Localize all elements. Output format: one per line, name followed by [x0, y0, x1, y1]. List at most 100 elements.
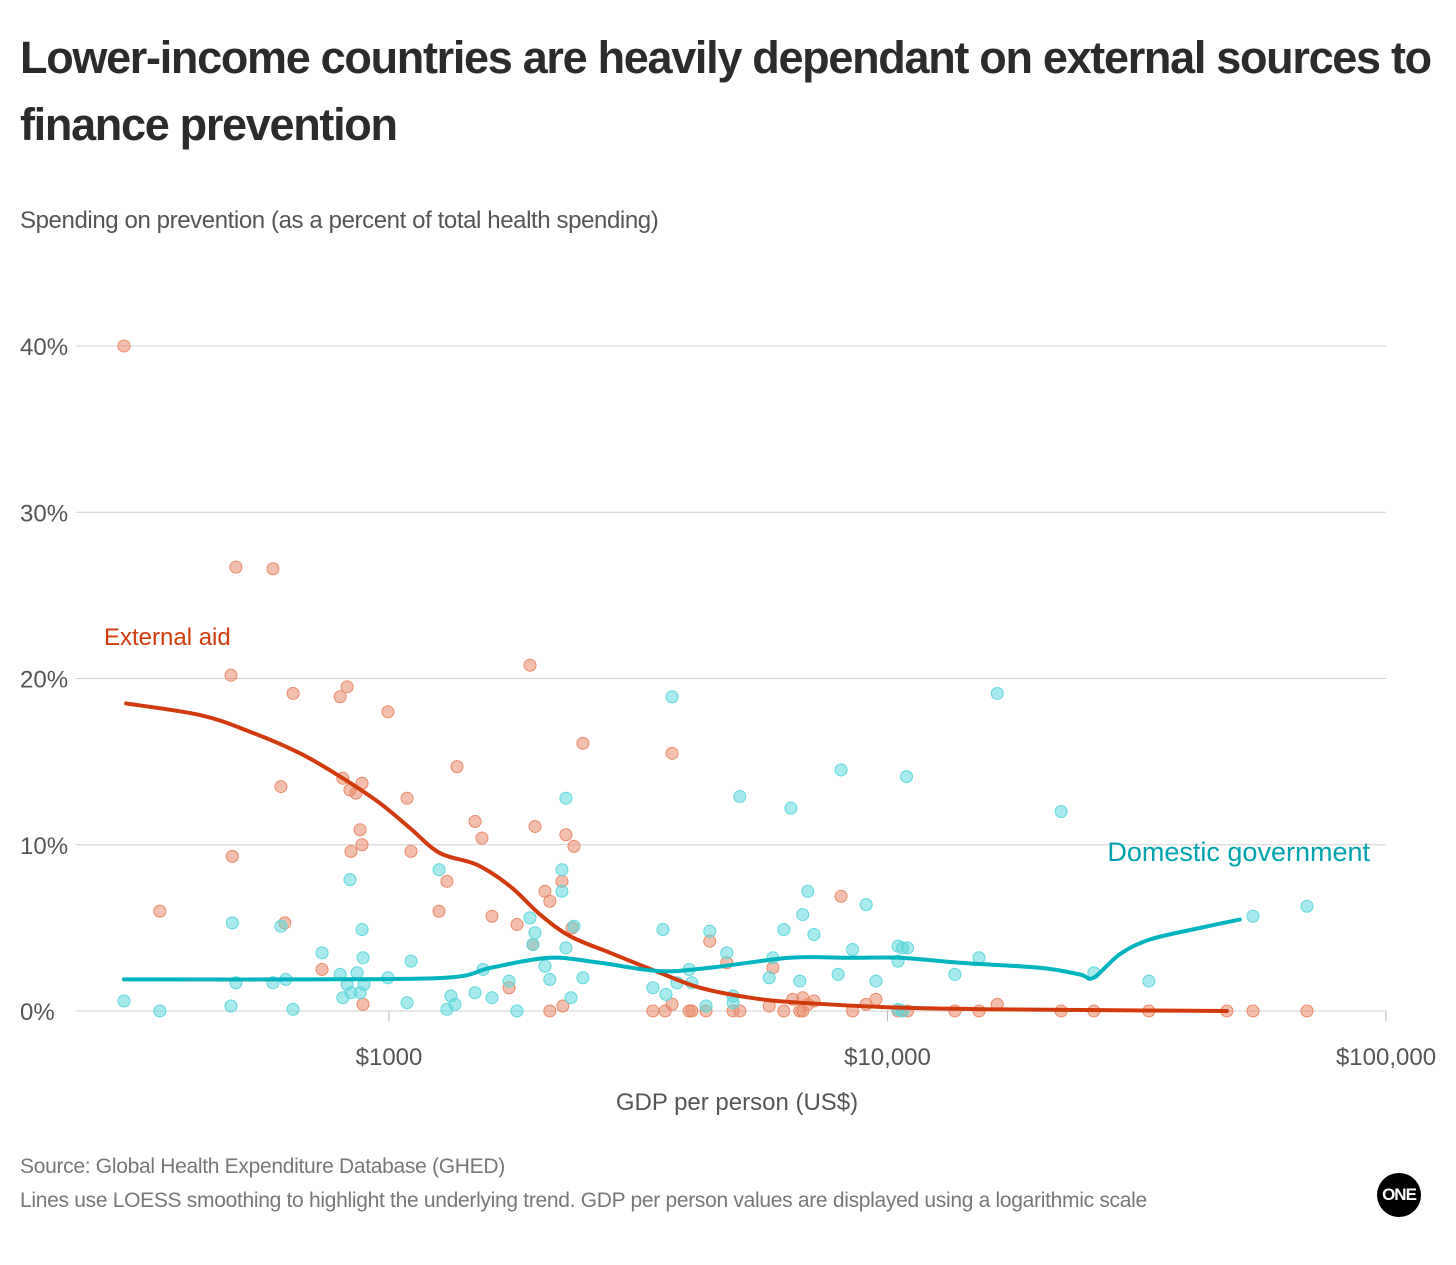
domestic-government-point — [538, 959, 552, 973]
external-aid-point — [450, 760, 464, 774]
domestic-government-point — [1300, 899, 1314, 913]
external-aid-point — [543, 894, 557, 908]
external-aid-point — [556, 999, 570, 1013]
domestic-government-point — [343, 873, 357, 887]
external-aid-point — [796, 1004, 810, 1018]
external-aid-point — [485, 909, 499, 923]
domestic-government-point — [784, 801, 798, 815]
external-aid-point — [1300, 1004, 1314, 1018]
domestic-government-point — [646, 981, 660, 995]
domestic-government-point — [1246, 909, 1260, 923]
external-aid-point — [869, 992, 883, 1006]
external-aid-point — [153, 904, 167, 918]
domestic-government-point — [733, 790, 747, 804]
x-tick-label: $1000 — [356, 1044, 423, 1071]
domestic-government-point — [528, 926, 542, 940]
domestic-government-point — [1142, 974, 1156, 988]
external-aid-point — [432, 904, 446, 918]
domestic-government-point — [807, 928, 821, 942]
domestic-government-point — [485, 991, 499, 1005]
domestic-government-point — [523, 911, 537, 925]
domestic-government-point — [468, 986, 482, 1000]
x-tick-label: $100,000 — [1336, 1044, 1436, 1071]
external-aid-point — [355, 838, 369, 852]
one-logo: ONE — [1377, 1173, 1421, 1217]
domestic-government-point — [576, 971, 590, 985]
domestic-government-point — [990, 686, 1004, 700]
domestic-government-point — [659, 987, 673, 1001]
external-aid-point — [404, 844, 418, 858]
external-aid-point — [353, 823, 367, 837]
external-aid-point — [340, 680, 354, 694]
external-aid-point — [510, 918, 524, 932]
domestic-government-point — [153, 1004, 167, 1018]
domestic-government-point — [117, 994, 131, 1008]
domestic-government-point — [355, 923, 369, 937]
external-aid-point — [834, 889, 848, 903]
scatter-chart: 0% 10% 20% 30% 40% $1000 $10,000 $100,000 GDP … — [20, 334, 1436, 1116]
domestic-government-point — [567, 919, 581, 933]
domestic-government-point — [703, 924, 717, 938]
domestic-government-point — [726, 996, 740, 1010]
domestic-government-point — [762, 971, 776, 985]
domestic-government-point — [315, 946, 329, 960]
external-aid-point — [567, 839, 581, 853]
domestic-government-point — [448, 997, 462, 1011]
domestic-government-point — [543, 972, 557, 986]
domestic-government-point — [834, 763, 848, 777]
domestic-government-point — [555, 884, 569, 898]
external-aid-point — [646, 1004, 660, 1018]
series-label-domestic-government: Domestic government — [1107, 837, 1370, 867]
domestic-government-point — [777, 923, 791, 937]
domestic-government-point — [665, 690, 679, 704]
footer: Source: Global Health Expenditure Databa… — [20, 1150, 1260, 1218]
domestic-government-point — [224, 999, 238, 1013]
domestic-government-point — [559, 791, 573, 805]
external-aid-point — [559, 828, 573, 842]
domestic-government-point — [720, 946, 734, 960]
external-aid-trend-line — [124, 701, 1229, 1013]
domestic-government-point — [901, 941, 915, 955]
external-aid-point — [381, 705, 395, 719]
domestic-government-point — [432, 863, 446, 877]
domestic-government-point — [801, 884, 815, 898]
external-aid-point — [777, 1004, 791, 1018]
series-label-external-aid: External aid — [104, 624, 231, 651]
domestic-government-point — [831, 967, 845, 981]
external-aid-point — [685, 1004, 699, 1018]
domestic-government-point — [356, 951, 370, 965]
domestic-government-point — [699, 999, 713, 1013]
domestic-government-point — [225, 916, 239, 930]
external-aid-point — [229, 560, 243, 574]
external-aid-point — [665, 746, 679, 760]
domestic-government-point — [796, 908, 810, 922]
y-tick-label: 30% — [20, 500, 68, 527]
chart-title: Lower-income countries are heavily depen… — [20, 32, 1432, 150]
domestic-government-point — [564, 991, 578, 1005]
external-aid-point — [1246, 1004, 1260, 1018]
external-aid-point — [266, 562, 280, 576]
external-aid-point — [224, 668, 238, 682]
source-note: Source: Global Health Expenditure Databa… — [20, 1155, 505, 1178]
domestic-government-point — [559, 941, 573, 955]
domestic-government-point — [846, 942, 860, 956]
domestic-government-trend-line — [121, 917, 1242, 982]
domestic-government-point — [869, 974, 883, 988]
domestic-government-point — [510, 1004, 524, 1018]
external-aid-point — [468, 814, 482, 828]
external-aid-point — [440, 874, 454, 888]
external-aid-point — [543, 1004, 557, 1018]
domestic-government-point — [859, 898, 873, 912]
external-aid-point — [274, 780, 288, 794]
domestic-government-point — [286, 1002, 300, 1016]
external-aid-point — [315, 962, 329, 976]
external-aid-point — [225, 849, 239, 863]
domestic-government-point — [793, 974, 807, 988]
domestic-government-point — [656, 923, 670, 937]
y-tick-label: 10% — [20, 833, 68, 860]
external-aid-point — [665, 997, 679, 1011]
chart-subtitle: Spending on prevention (as a percent of … — [20, 207, 659, 234]
domestic-government-point — [400, 996, 414, 1010]
domestic-government-point — [502, 974, 516, 988]
external-aid-point — [528, 819, 542, 833]
